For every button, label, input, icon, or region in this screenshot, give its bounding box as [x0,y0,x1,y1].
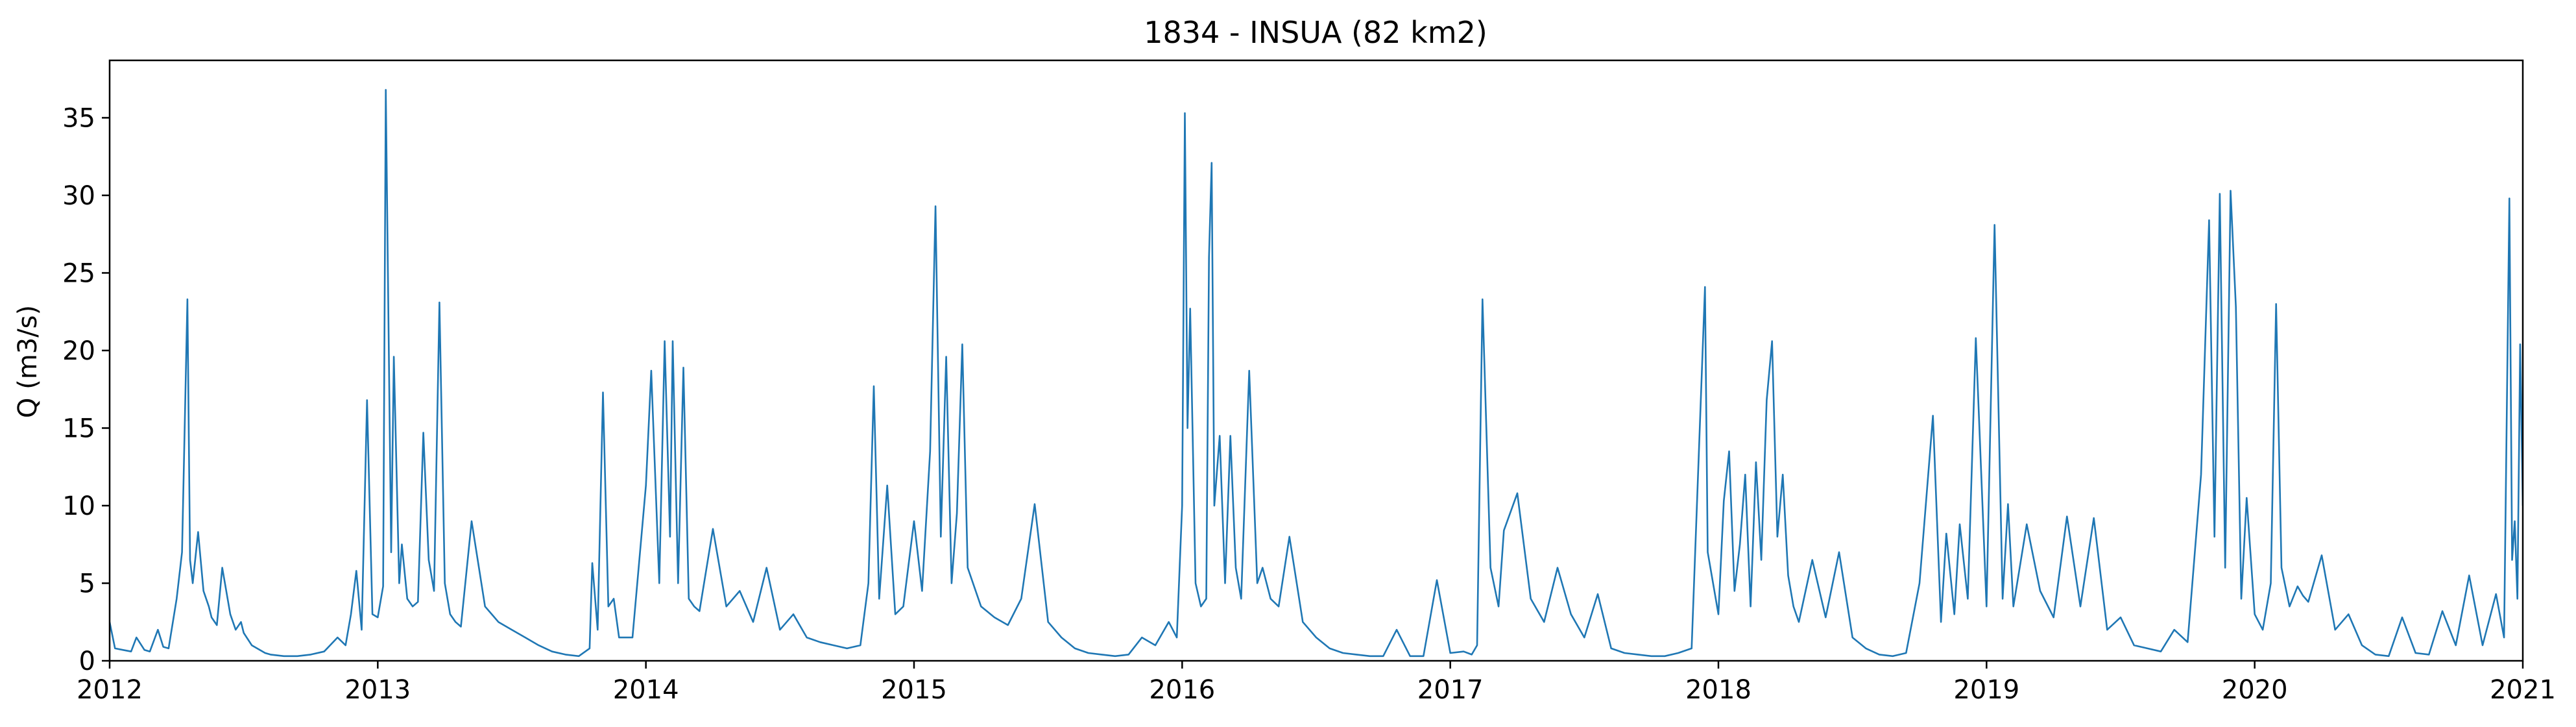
x-tick-label: 2012 [77,675,143,705]
y-axis-ticks: 0 5 10 15 20 25 30 35 [62,103,110,676]
y-axis-label: Q (m3/s) [13,305,43,418]
y-tick-label: 10 [62,491,95,521]
x-tick-label: 2019 [1953,675,2019,705]
x-tick-label: 2017 [1417,675,1484,705]
y-tick-label: 5 [79,569,95,598]
series-line-0 [110,89,2523,658]
chart-title: 1834 - INSUA (82 km2) [1144,15,1487,50]
y-tick-label: 0 [79,647,95,676]
y-tick-label: 30 [62,181,95,211]
series-layer [110,89,2523,658]
plot-frame [108,59,2524,662]
x-tick-label: 2014 [613,675,679,705]
x-tick-label: 2020 [2222,675,2288,705]
x-tick-label: 2015 [881,675,947,705]
x-tick-label: 2021 [2490,675,2556,705]
y-tick-label: 25 [62,258,95,288]
x-axis-ticks: 2012 2013 2014 2015 2016 2017 2018 2019 2020 2021 [77,661,2556,705]
x-tick-label: 2016 [1149,675,1215,705]
x-tick-label: 2018 [1685,675,1751,705]
y-tick-label: 35 [62,103,95,133]
y-tick-label: 15 [62,413,95,443]
y-tick-label: 20 [62,336,95,366]
x-tick-label: 2013 [344,675,411,705]
